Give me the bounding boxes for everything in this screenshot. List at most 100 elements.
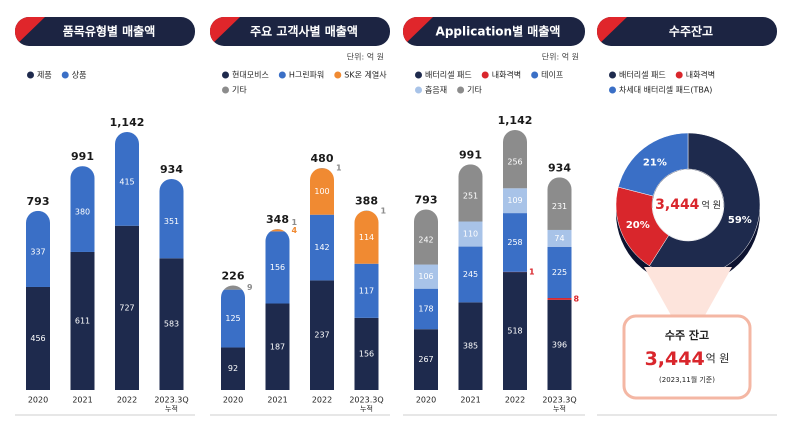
legend-label: 내화격벽 <box>492 70 521 80</box>
legend-marker <box>415 71 422 79</box>
bar-segment <box>265 229 290 232</box>
panel-header <box>403 17 585 46</box>
segment-label: 156 <box>359 349 374 358</box>
bar-segment <box>70 166 95 252</box>
segment-label: 114 <box>359 233 374 242</box>
segment-label: 242 <box>418 236 433 245</box>
bar-segment <box>458 302 483 390</box>
bar-segment <box>221 347 245 390</box>
x-tick-label: 2023.3Q <box>349 396 383 405</box>
segment-label: 583 <box>164 320 179 329</box>
segment-label: 178 <box>418 304 433 313</box>
panel-title: 주요 고객사별 매출액 <box>250 24 358 39</box>
x-tick-label: 2020 <box>416 396 436 405</box>
total-label: 991 <box>71 150 94 163</box>
panel-title: 수주잔고 <box>669 24 713 39</box>
callout-number: 3,444 <box>645 348 705 370</box>
legend-label: 배터리셀 패드 <box>425 70 472 80</box>
panel-title: Application별 매출액 <box>436 24 561 39</box>
x-tick-note: 누적 <box>165 404 178 413</box>
header-accent <box>403 17 433 46</box>
bar-segment <box>547 177 572 230</box>
legend-label: 테이프 <box>541 70 563 80</box>
bar-segment <box>414 264 438 289</box>
legend-marker <box>61 71 69 79</box>
total-label: 793 <box>27 195 50 208</box>
donut-hole <box>652 169 724 241</box>
segment-label: 337 <box>30 247 45 256</box>
x-tick-note: 누적 <box>553 404 566 413</box>
bar-segment <box>414 329 438 390</box>
legend-marker <box>222 86 229 94</box>
segment-label: 237 <box>314 331 329 340</box>
total-label: 388 <box>355 195 378 208</box>
center-text: 3,444 억 원 <box>655 197 721 213</box>
legend-marker <box>609 86 616 94</box>
legend-label: H그린파워 <box>289 70 324 80</box>
bar-segment <box>547 246 572 299</box>
panel-title: 품목유형별 매출액 <box>63 24 156 39</box>
center-value: 3,444 <box>655 197 700 213</box>
legend-label: 차세대 배터리셀 패드(TBA) <box>619 85 712 95</box>
bar-segment <box>265 303 290 390</box>
bar-segment <box>159 258 184 390</box>
callout-connector <box>644 267 732 317</box>
bar-segment <box>458 246 483 303</box>
segment-label: 187 <box>270 342 285 351</box>
legend-label: 현대모비스 <box>232 71 269 80</box>
segment-label: 4 <box>292 226 298 235</box>
legend-label: SK온 계열사 <box>344 70 387 80</box>
bar-segment <box>310 280 334 390</box>
x-tick-label: 2023.3Q <box>154 396 188 405</box>
legend-label: 기타 <box>232 86 247 95</box>
legend-marker <box>531 71 539 79</box>
bar-segment <box>354 317 379 390</box>
segment-label: 385 <box>463 342 478 351</box>
total-label: 793 <box>415 193 438 206</box>
legend-marker <box>481 71 489 79</box>
legend-label: 내화격벽 <box>686 70 715 80</box>
segment-label: 1 <box>292 218 298 227</box>
legend-label: 배터리셀 패드 <box>619 70 666 80</box>
bar-segment <box>547 229 572 247</box>
segment-label: 396 <box>552 340 567 349</box>
segment-label: 110 <box>463 230 478 239</box>
legend-marker <box>334 71 342 79</box>
segment-label: 142 <box>314 243 329 252</box>
legend-label: 상품 <box>72 70 87 80</box>
total-label: 348 <box>266 213 289 226</box>
bar-segment <box>414 209 438 265</box>
x-tick-label: 2022 <box>312 396 332 405</box>
header-accent <box>597 17 627 46</box>
bar-segment <box>265 231 290 304</box>
center-unit: 억 원 <box>701 199 720 211</box>
donut-segment <box>617 132 689 197</box>
segment-label: 251 <box>463 191 478 200</box>
bar-segment <box>354 211 379 264</box>
segment-label: 106 <box>418 272 433 281</box>
callout-note: (2023,11월 기준) <box>659 375 715 384</box>
bar-segment <box>354 263 379 318</box>
unit-label: 단위: 억 원 <box>347 52 384 62</box>
legend-label: 흡음재 <box>425 85 447 95</box>
panel-header <box>15 17 195 46</box>
legend-marker <box>222 71 229 79</box>
callout-unit: 억 원 <box>706 352 730 365</box>
segment-label: 225 <box>552 268 567 277</box>
segment-label: 611 <box>75 316 90 325</box>
panel-header <box>597 17 777 46</box>
total-label: 226 <box>222 269 245 282</box>
bar-segment <box>503 272 527 390</box>
bar-segment <box>503 130 527 189</box>
bar-segment <box>458 164 483 222</box>
bar-segment <box>26 210 50 287</box>
bar-segment <box>547 299 572 390</box>
panel-header <box>210 17 390 46</box>
x-tick-label: 2021 <box>460 396 480 405</box>
x-tick-label: 2020 <box>28 396 48 405</box>
callout-value: 3,444억 원 <box>645 348 730 370</box>
legend-label: 기타 <box>467 86 482 95</box>
header-accent <box>15 17 45 46</box>
bar-segment <box>70 251 95 390</box>
